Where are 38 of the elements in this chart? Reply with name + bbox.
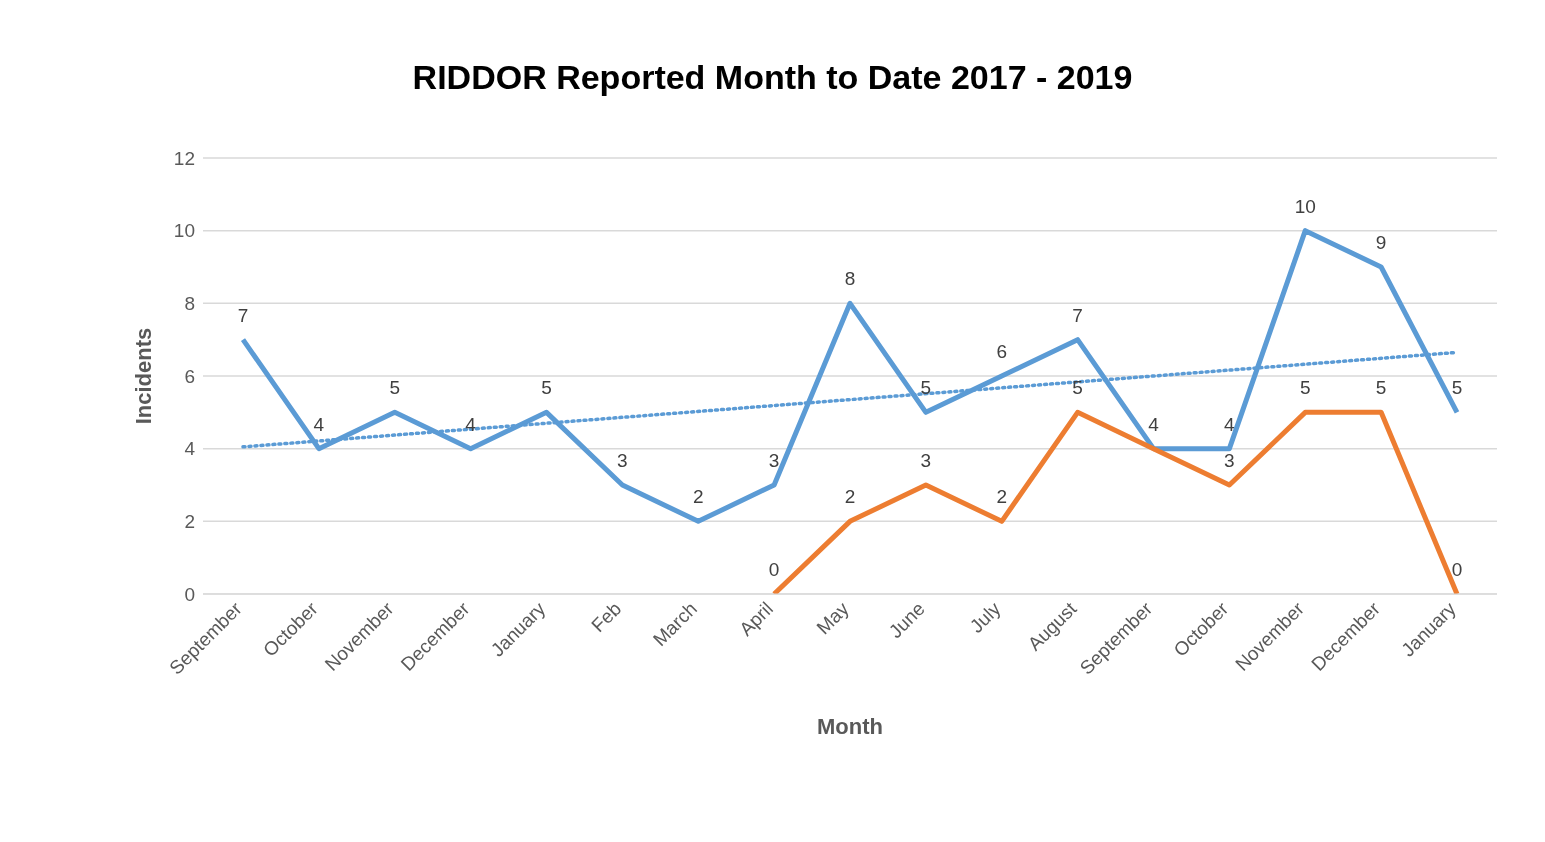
data-label: 10 [1294,195,1316,217]
data-label: 5 [920,377,932,399]
data-label: 3 [920,450,932,471]
data-label: 4 [1148,413,1160,435]
y-tick-label: 4 [184,438,196,460]
chart-title: RIDDOR Reported Month to Date 2017 - 2019 [411,58,1134,97]
x-axis-title: Month [817,714,883,739]
data-label: 4 [313,413,325,435]
y-axis-title: Incidents [130,327,156,425]
y-tick-label: 6 [184,365,195,387]
data-label: 3 [617,450,628,471]
data-label: 3 [1224,450,1235,471]
data-label: 0 [768,559,780,580]
data-label: 5 [541,377,552,399]
data-label: 2 [996,486,1008,508]
y-tick-label: 0 [184,583,195,605]
x-tick-label: July [965,597,1005,637]
data-label: 2 [844,486,856,508]
y-tick-label: 2 [184,511,195,533]
data-label: 0 [1451,559,1463,580]
data-label: 3 [768,450,780,471]
data-label: 5 [1299,377,1311,399]
x-tick-label: Feb [587,597,626,636]
data-label: 5 [1375,377,1387,399]
data-label: 9 [1375,232,1387,253]
data-label: 2 [692,486,704,508]
data-label: 4 [1224,413,1236,435]
data-label: 6 [996,341,1008,362]
data-label: 5 [1072,377,1083,399]
data-label: 5 [1451,377,1463,399]
data-label: 7 [237,304,249,326]
y-tick-label: 12 [173,147,195,169]
y-tick-label: 8 [184,293,195,315]
y-tick-label: 10 [173,220,195,242]
data-label: 7 [1072,304,1083,326]
data-label: 5 [389,377,401,399]
data-label: 8 [844,268,856,290]
x-tick-label: May [812,597,854,639]
